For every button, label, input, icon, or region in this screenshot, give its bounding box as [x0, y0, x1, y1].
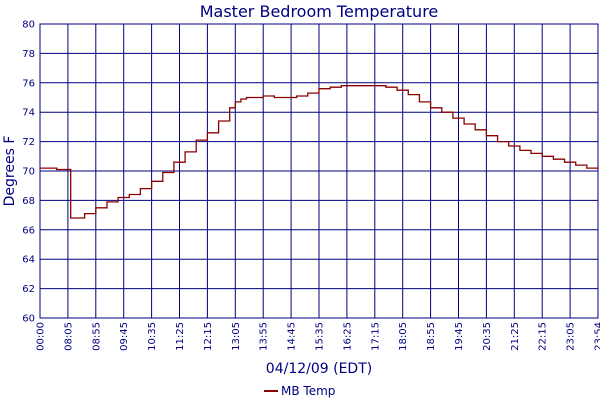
x-tick-label: 16:25 — [342, 322, 353, 351]
y-tick-label: 60 — [22, 314, 35, 325]
x-tick-label: 14:45 — [287, 322, 298, 351]
x-tick-label: 23:05 — [566, 322, 577, 351]
y-tick-labels: 60 62 64 66 68 70 72 74 76 78 80 — [22, 20, 35, 325]
y-tick-label: 80 — [22, 20, 35, 31]
legend-label: MB Temp — [281, 384, 335, 398]
x-tick-label: 15:35 — [315, 322, 326, 351]
y-axis-label: Degrees F — [2, 136, 18, 207]
x-tick-label: 20:35 — [482, 322, 493, 351]
chart-title: Master Bedroom Temperature — [200, 2, 439, 21]
x-tick-label: 12:15 — [203, 322, 214, 351]
y-tick-label: 76 — [22, 78, 35, 89]
x-tick-label: 23:54 — [594, 322, 600, 351]
y-tick-label: 64 — [22, 255, 35, 266]
x-tick-label: 08:05 — [63, 322, 74, 351]
y-tick-label: 72 — [22, 137, 35, 148]
y-tick-label: 70 — [22, 167, 35, 178]
series-line-mb-temp — [40, 85, 599, 219]
x-tick-labels: 00:00 08:05 08:55 09:45 10:35 11:25 12:15 13:05… — [36, 322, 600, 351]
x-tick-label: 18:05 — [398, 322, 409, 351]
grid-lines — [40, 24, 598, 318]
x-axis-label: 04/12/09 (EDT) — [266, 361, 372, 377]
x-tick-label: 21:25 — [510, 322, 521, 351]
x-tick-label: 22:15 — [538, 322, 549, 351]
x-tick-label: 19:45 — [454, 322, 465, 351]
x-tick-label: 00:00 — [36, 322, 47, 351]
y-tick-label: 68 — [22, 196, 35, 207]
y-tick-label: 74 — [22, 108, 35, 119]
y-tick-label: 62 — [22, 284, 35, 295]
x-tick-label: 18:55 — [426, 322, 437, 351]
y-tick-label: 78 — [22, 49, 35, 60]
x-tick-label: 08:55 — [91, 322, 102, 351]
x-tick-label: 11:25 — [175, 322, 186, 351]
y-tick-label: 66 — [22, 225, 35, 236]
x-tick-label: 13:05 — [231, 322, 242, 351]
x-tick-label: 17:15 — [370, 322, 381, 351]
x-tick-label: 10:35 — [147, 322, 158, 351]
x-tick-label: 09:45 — [119, 322, 130, 351]
x-tick-label: 13:55 — [259, 322, 270, 351]
